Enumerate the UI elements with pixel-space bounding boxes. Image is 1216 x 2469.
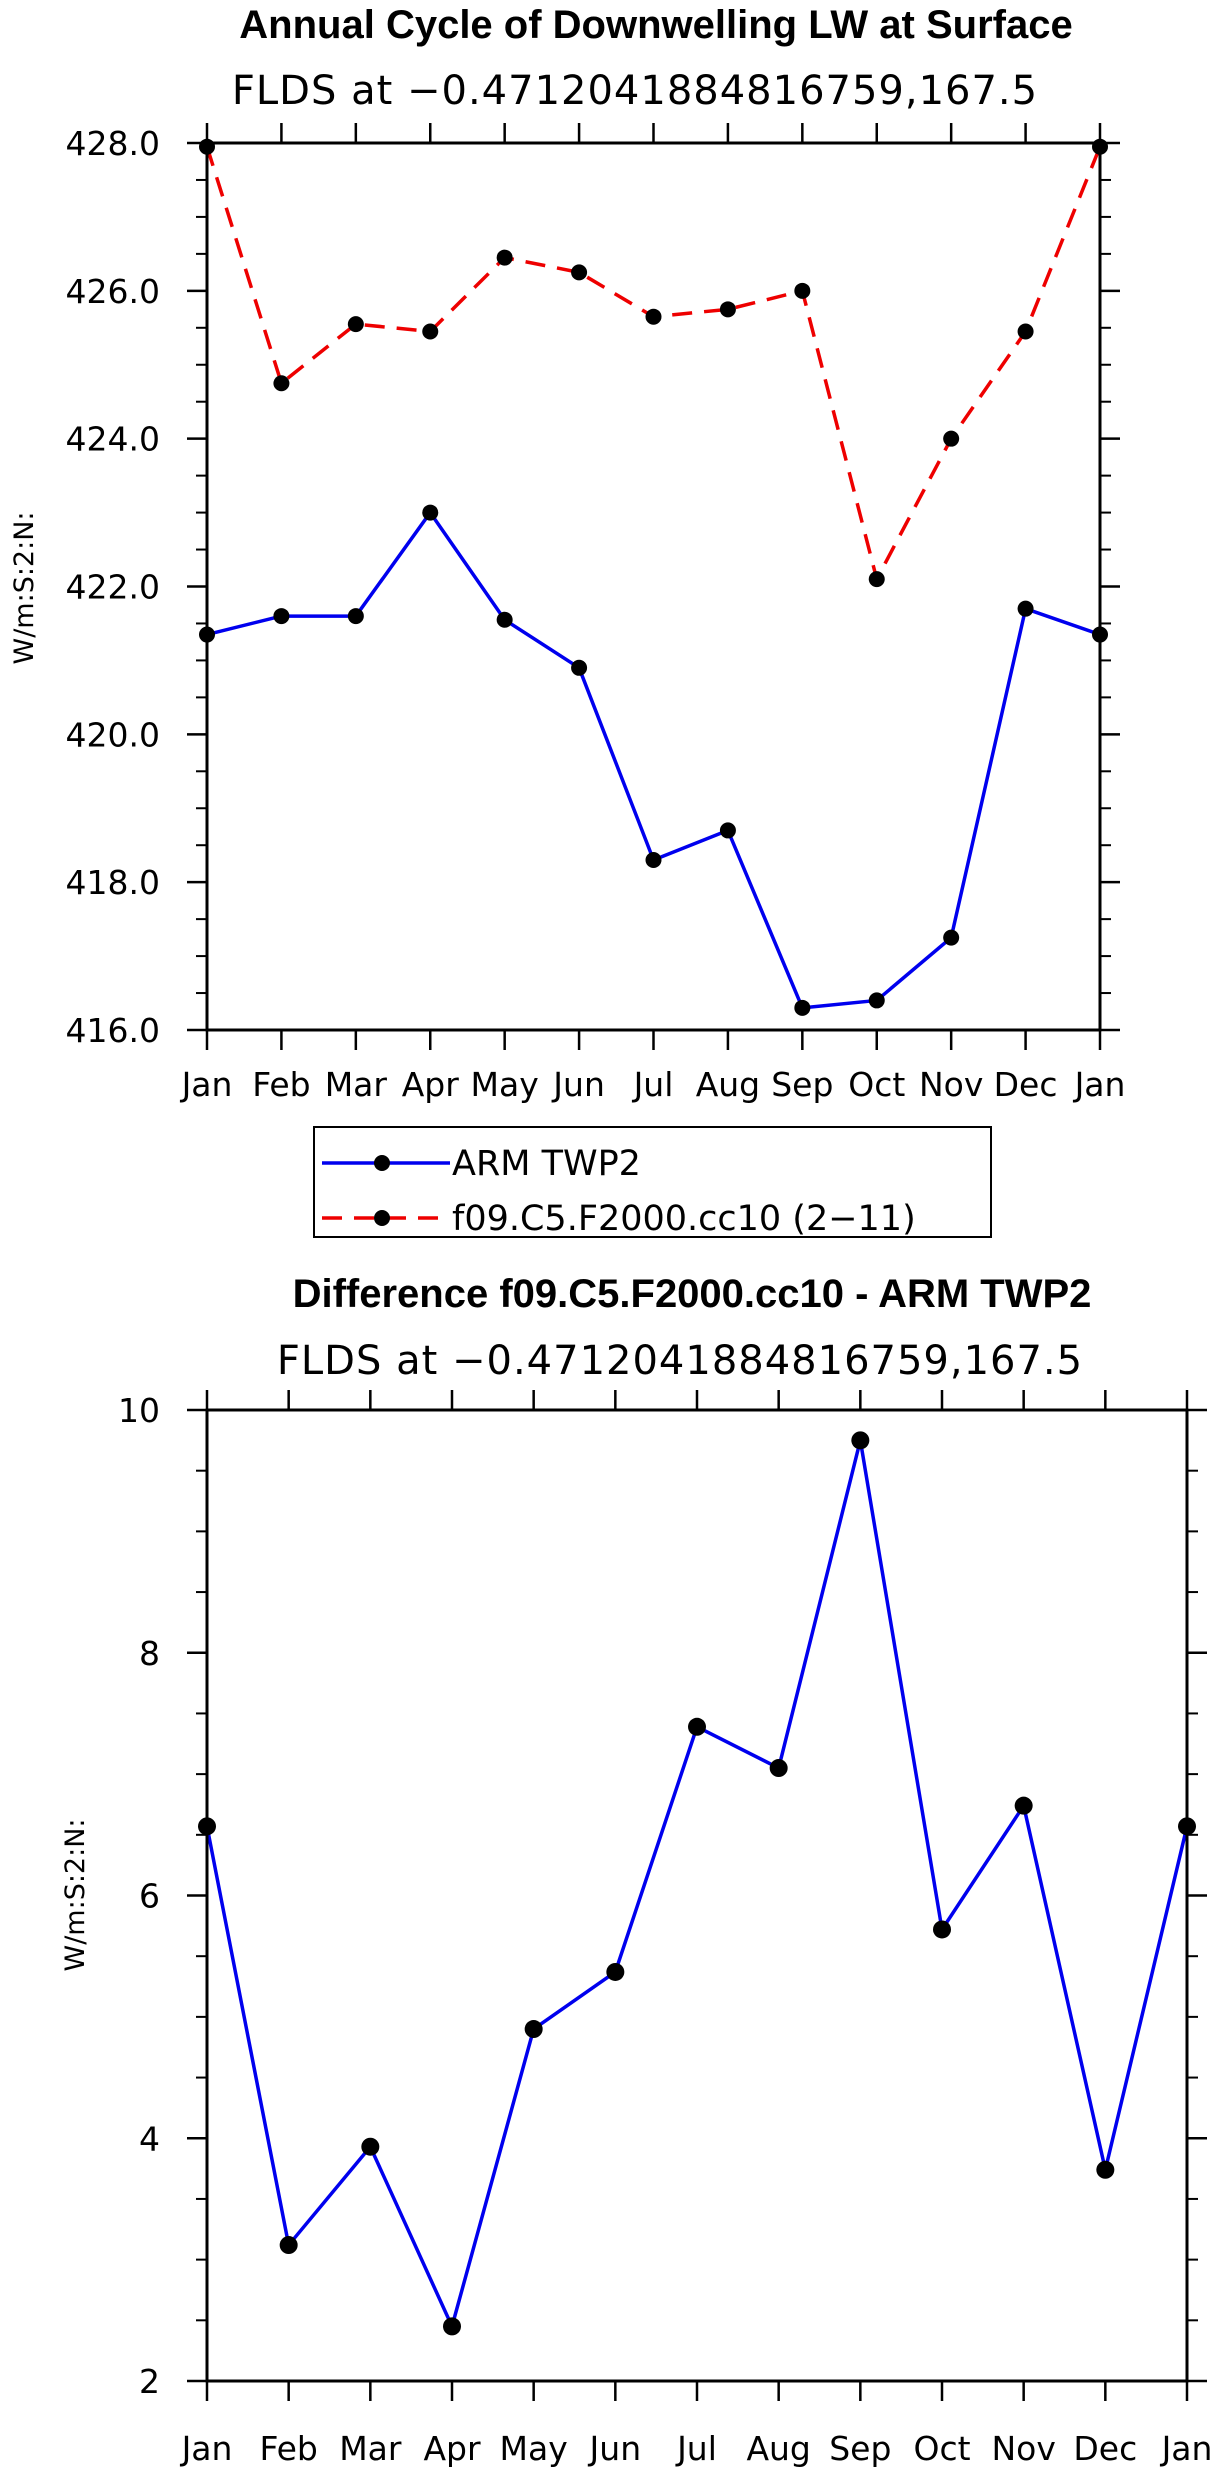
x-tick-label: Aug [746,2429,810,2468]
data-point [571,659,588,676]
data-point [273,375,290,392]
x-tick-label: May [471,1065,539,1104]
data-point [347,316,364,333]
legend-marker-model [374,1210,390,1226]
data-point [571,264,588,281]
data-point [645,851,662,868]
chart-title: Difference f09.C5.F2000.cc10 - ARM TWP2 [293,1272,1092,1316]
data-point [794,282,811,299]
annual-cycle-chart: Annual Cycle of Downwelling LW at Surfac… [9,3,1125,1104]
data-point [1017,600,1034,617]
y-tick-label: 10 [118,1391,160,1430]
y-tick-label: 426.0 [66,272,160,311]
y-axis-label: W/m:S:2:N: [60,1819,91,1972]
x-tick-label: Mar [339,2429,402,2468]
y-tick-labels: 2 4 6 8 10 [118,1391,160,2401]
x-tick-label: Nov [919,1065,983,1104]
x-tick-label: Jul [675,2429,717,2468]
y-tick-label: 420.0 [66,715,160,754]
plot-frame [205,1408,1189,2383]
data-point [422,504,439,521]
x-tick-label: Jun [551,1065,605,1104]
x-tick-label: Mar [325,1065,388,1104]
x-tick-label: Jan [180,2429,233,2468]
chart-title: Annual Cycle of Downwelling LW at Surfac… [239,3,1072,47]
x-tick-label: May [500,2429,568,2468]
data-point [1014,1796,1033,1815]
data-point [496,611,513,628]
data-point [443,2317,461,2336]
x-tick-label: Nov [991,2429,1055,2468]
y-axis-label: W/m:S:2:N: [9,512,40,665]
legend-label-model: f09.C5.F2000.cc10 (2−11) [452,1199,916,1239]
axes-ticks [187,123,1120,1050]
data-point [769,1759,788,1778]
y-tick-label: 418.0 [66,863,160,902]
series-layer [198,1431,1196,2336]
series-line-1 [205,146,1102,581]
x-tick-label: Sep [829,2429,891,2468]
x-tick-label: Jul [632,1065,674,1104]
y-tick-label: 4 [139,2119,160,2158]
y-tick-label: 416.0 [66,1011,160,1050]
x-tick-label: Apr [423,2429,481,2468]
x-tick-label: Oct [848,1065,905,1104]
y-tick-label: 424.0 [66,420,160,459]
x-tick-label: Oct [913,2429,970,2468]
chart-subtitle: FLDS at −0.4712041884816759,167.5 [232,68,1038,114]
x-tick-label: Feb [252,1065,310,1104]
data-point [943,430,960,447]
data-point [1017,323,1034,340]
data-point [273,608,290,625]
legend: ARM TWP2 f09.C5.F2000.cc10 (2−11) [313,1126,992,1239]
x-tick-label: Sep [771,1065,833,1104]
x-tick-label: Dec [994,1065,1058,1104]
data-point [719,301,736,318]
y-tick-label: 2 [139,2362,160,2401]
y-tick-label: 8 [139,1634,160,1673]
data-point [645,308,662,325]
data-point [868,571,885,588]
data-point [719,822,736,839]
y-tick-labels: 416.0 418.0 420.0 422.0 424.0 426.0 428.0 [66,124,160,1050]
x-tick-label: Feb [259,2429,317,2468]
data-point [347,608,364,625]
x-tick-label: Jan [1160,2429,1213,2468]
x-tick-label: Apr [402,1065,460,1104]
data-point [851,1431,870,1450]
y-tick-label: 428.0 [66,124,160,163]
x-tick-labels: Jan Feb Mar Apr May Jun Jul Aug Sep Oct Nov Dec Jan [180,1065,1126,1104]
data-point [524,2020,543,2039]
data-point [279,2236,298,2255]
x-tick-labels: Jan Feb Mar Apr May Jun Jul Aug Sep Oct Nov Dec Jan [180,2429,1213,2468]
difference-chart: Difference f09.C5.F2000.cc10 - ARM TWP2 … [60,1272,1212,2468]
y-tick-label: 6 [139,1877,160,1916]
data-point [943,929,960,946]
x-tick-label: Jan [1073,1065,1126,1104]
data-point [868,992,885,1009]
data-point [794,999,811,1016]
legend-marker-arm [374,1155,390,1171]
axes-ticks [187,1390,1207,2401]
x-tick-label: Dec [1073,2429,1137,2468]
x-tick-label: Jun [588,2429,642,2468]
data-point [422,323,439,340]
series-layer [199,138,1108,1016]
data-point [496,249,513,266]
data-point [361,2137,380,2156]
y-tick-label: 422.0 [66,568,160,607]
data-point [933,1920,951,1939]
series-line-0 [206,510,1101,1010]
data-point [688,1717,706,1736]
data-point [606,1962,625,1981]
x-tick-label: Aug [696,1065,760,1104]
data-point [1096,2160,1115,2179]
legend-label-arm: ARM TWP2 [452,1144,641,1184]
x-tick-label: Jan [180,1065,233,1104]
plot-frame [205,141,1102,1032]
chart-subtitle: FLDS at −0.4712041884816759,167.5 [277,1338,1083,1384]
series-line-0 [205,1438,1189,2329]
